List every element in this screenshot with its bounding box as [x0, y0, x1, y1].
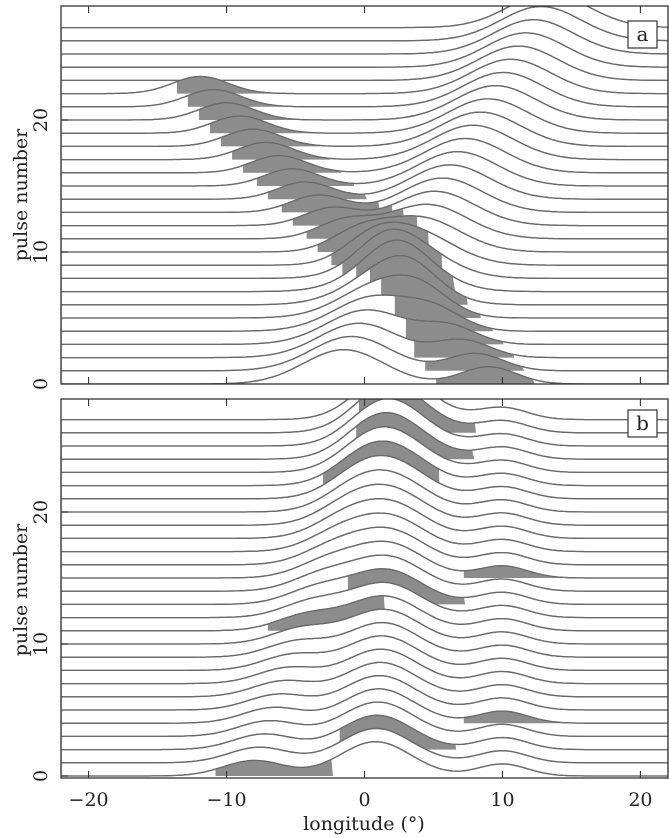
- panel-b-tag: b: [636, 411, 649, 435]
- panel-a-pulse-2-trace: [61, 322, 668, 359]
- x-axis-label: longitude (°): [303, 813, 425, 835]
- panel-a-y-tick-label-10: 10: [30, 240, 52, 264]
- panel-b-pulse-5-trace: [61, 674, 668, 711]
- panel-a-pulse-20-shaded-feature: [199, 102, 299, 120]
- panel-a-pulse-1-shaded-feature: [425, 353, 525, 371]
- panel-a-pulse-16-shaded-feature: [243, 155, 342, 173]
- panel-b-x-tick-label--10: −10: [206, 789, 246, 811]
- panel-b-tag-box: b: [627, 409, 658, 438]
- panel-a-pulse-13-trace: [61, 177, 668, 214]
- panel-b-pulse-0-trace: [61, 741, 668, 777]
- panel-a-tag-box: a: [627, 20, 658, 49]
- panel-a-pulse-26-trace: [61, 6, 668, 42]
- panel-a-pulse-1-trace: [61, 335, 668, 372]
- panel-a-pulse-19-trace: [61, 98, 668, 134]
- panel-b-y-axis-label: pulse number: [10, 523, 32, 656]
- panel-b-pulse-14-trace: [61, 554, 668, 592]
- panel-a-pulse-18-trace: [61, 111, 668, 148]
- panel-a-pulse-6-trace: [61, 254, 668, 306]
- panel-b-pulse-3-trace: [61, 701, 668, 738]
- panel-b-x-tick-label-20: 20: [628, 789, 652, 811]
- panel-b-pulse-16-trace: [61, 526, 668, 566]
- panel-a-pulse-20-trace: [61, 85, 668, 121]
- panel-a-pulse-7-trace: [61, 239, 668, 293]
- panel-b-pulse-9-trace: [61, 621, 668, 658]
- panel-b-x-tick-label-10: 10: [490, 789, 514, 811]
- panel-a-pulse-15-shaded-feature: [256, 168, 355, 186]
- panel-b-pulse-1-trace: [61, 727, 668, 764]
- panel-a-pulse-2-shaded-feature: [414, 339, 514, 358]
- panel-a-pulse-21-trace: [61, 71, 668, 108]
- panel-a-pulse-23-trace: [61, 45, 668, 82]
- panel-a: a 0 10 20 pulse number: [10, 5, 669, 390]
- panel-a-tag: a: [637, 22, 649, 46]
- panel-b-pulse-6-trace: [61, 661, 668, 698]
- panel-b-pulse-15-trace: [61, 540, 668, 579]
- panel-a-pulse-22-trace: [61, 58, 668, 95]
- panel-a-pulse-15-trace: [61, 151, 668, 187]
- panel-a-pulse-14-trace: [61, 164, 668, 200]
- panel-b-pulse-4-trace: [61, 688, 668, 724]
- panel-b-x-ticks: −20 −10 0 10 20: [69, 399, 653, 811]
- panel-b-pulse-18-trace: [61, 498, 668, 540]
- panel-a-y-axis-label: pulse number: [10, 128, 32, 261]
- panel-a-pulse-24-trace: [61, 32, 668, 68]
- panel-b-pulse-13-trace: [61, 568, 668, 606]
- panel-a-pulse-8-trace: [61, 228, 668, 280]
- panel-b-y-tick-label-10: 10: [30, 632, 52, 656]
- panel-a-pulse-11-trace: [61, 203, 668, 240]
- panel-a-pulse-25-trace: [61, 19, 668, 55]
- panel-a-pulse-16-trace: [61, 137, 668, 174]
- panel-b-pulse-17-trace: [61, 512, 668, 553]
- panel-b-x-tick-label-0: 0: [358, 789, 370, 811]
- panel-b-pulse-12-trace: [61, 581, 668, 619]
- panel-b-pulse-25-trace: [61, 399, 668, 447]
- panel-b-y-tick-label-0: 0: [30, 770, 52, 782]
- panel-a-y-tick-label-20: 20: [30, 108, 52, 132]
- panel-b-y-tick-label-20: 20: [30, 500, 52, 524]
- panel-a-pulse-13-shaded-feature: [281, 195, 380, 213]
- panel-b-pulse-0-shaded-feature: [215, 759, 333, 776]
- panel-b-pulse-22-trace: [61, 440, 668, 487]
- panel-b-pulse-21-trace: [61, 454, 668, 500]
- panel-a-y-tick-label-0: 0: [30, 378, 52, 390]
- panel-a-pulse-17-trace: [61, 124, 668, 161]
- panel-a-pulse-3-shaded-feature: [405, 318, 504, 345]
- panel-a-pulse-4-trace: [61, 294, 668, 332]
- panel-b-x-tick-label--20: −20: [69, 789, 109, 811]
- panel-b-pulse-24-trace: [61, 411, 668, 460]
- panel-a-pulse-21-shaded-feature: [187, 89, 288, 107]
- panel-b-pulse-10-trace: [61, 608, 668, 645]
- panel-b-pulse-19-trace: [61, 483, 668, 526]
- panel-a-x-ticks: [88, 6, 641, 384]
- panel-b-pulse-26-trace: [61, 399, 668, 434]
- panel-b-pulse-20-trace: [61, 469, 668, 513]
- panel-b-pulse-27-trace: [61, 399, 668, 421]
- panel-b-y-ticks: 0 10 20: [30, 500, 68, 782]
- panel-b-pulse-23-trace: [61, 426, 668, 474]
- panel-a-pulse-27-trace: [61, 6, 668, 29]
- panel-b-pulse-7-trace: [61, 648, 668, 685]
- panel-b-pulse-2-trace: [61, 714, 668, 751]
- panel-b-pulse-11-trace: [61, 595, 668, 632]
- panel-a-pulse-12-trace: [61, 190, 668, 227]
- panel-b-traces: [61, 399, 668, 778]
- panel-b: b 0 10 20 −20 −10 0 10 20 pulse number longitu…: [10, 398, 669, 835]
- panel-a-pulse-0-shaded-feature: [436, 366, 535, 384]
- panel-a-pulse-14-shaded-feature: [267, 182, 368, 200]
- panel-b-pulse-15-shaded-feature: [463, 565, 582, 578]
- panel-a-y-ticks: 0 10 20: [30, 108, 68, 390]
- panel-a-pulse-5-trace: [61, 274, 668, 319]
- panel-a-pulse-17-shaded-feature: [232, 142, 331, 160]
- panel-a-pulse-3-trace: [61, 309, 668, 346]
- panel-b-pulse-8-trace: [61, 635, 668, 672]
- panel-a-traces: [61, 6, 668, 384]
- panel-a-pulse-18-shaded-feature: [221, 129, 321, 147]
- panel-b-pulse-4-shaded-feature: [463, 711, 582, 724]
- panel-a-pulse-10-trace: [61, 215, 668, 253]
- panel-a-pulse-22-shaded-feature: [176, 76, 277, 94]
- panel-a-pulse-9-trace: [61, 221, 668, 266]
